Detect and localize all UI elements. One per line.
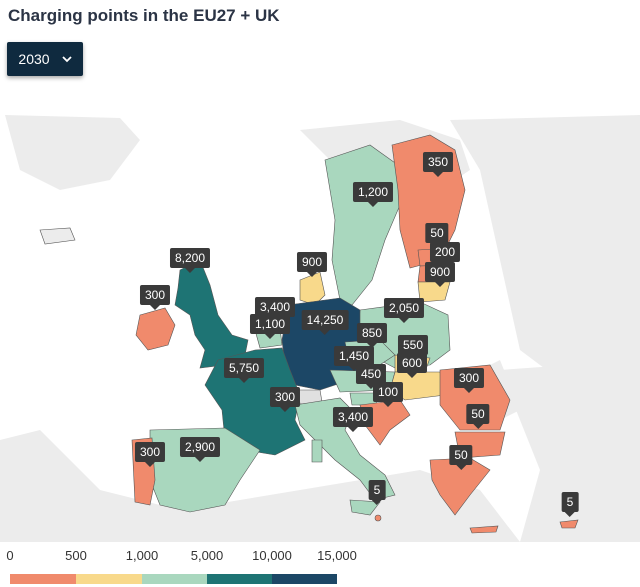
- label-romania: 300: [453, 368, 485, 393]
- label-greece: 50: [449, 445, 473, 470]
- label-belgium: 1,100: [249, 314, 291, 339]
- legend-swatch: [272, 574, 337, 584]
- label-croatia: 100: [372, 382, 404, 407]
- country-uk[interactable]: [174, 259, 249, 369]
- chevron-down-icon: [61, 56, 72, 63]
- label-austria: 1,450: [333, 346, 375, 371]
- legend-tick: 1,000: [125, 548, 159, 563]
- legend-swatch: [76, 574, 142, 584]
- label-denmark: 900: [296, 252, 328, 277]
- label-malta: 5: [368, 480, 386, 505]
- label-hungary: 600: [396, 353, 428, 378]
- year-select[interactable]: 2030: [7, 42, 83, 76]
- label-estonia: 50: [425, 223, 449, 248]
- legend-swatch: [10, 574, 76, 584]
- label-slovakia: 550: [397, 335, 429, 360]
- label-latvia: 200: [429, 242, 461, 267]
- label-germany: 14,250: [301, 310, 349, 335]
- legend-swatch: [142, 574, 207, 584]
- country-cyprus[interactable]: [559, 519, 579, 529]
- country-ireland[interactable]: [135, 307, 176, 351]
- legend-tick: 500: [65, 548, 87, 563]
- chart-title: Charging points in the EU27 + UK: [8, 6, 280, 25]
- legend-tick: 10,000: [252, 548, 292, 563]
- label-finland: 350: [422, 152, 454, 177]
- label-france: 5,750: [223, 358, 265, 383]
- label-uk: 8,200: [169, 248, 211, 273]
- non-eu-land: [0, 115, 640, 542]
- label-lithuania: 900: [424, 262, 456, 287]
- country-sweden[interactable]: [324, 144, 401, 306]
- country-greece[interactable]: [429, 457, 491, 516]
- year-select-value: 2030: [18, 51, 50, 67]
- label-sweden: 1,200: [352, 182, 394, 207]
- country-malta[interactable]: [374, 514, 382, 522]
- label-spain: 2,900: [179, 437, 221, 462]
- label-italy: 3,400: [332, 407, 374, 432]
- label-bulgaria: 50: [466, 404, 490, 429]
- legend-swatch: [207, 574, 272, 584]
- legend-tick: 5,000: [190, 548, 224, 563]
- label-poland: 2,050: [383, 298, 425, 323]
- region-crete: [469, 525, 499, 534]
- region-sardinia: [311, 439, 323, 463]
- legend-tick: 15,000: [317, 548, 357, 563]
- region-nonEU: [39, 227, 76, 245]
- label-czechia: 850: [356, 323, 388, 348]
- label-portugal: 300: [134, 442, 166, 467]
- label-switzerland: 300: [269, 387, 301, 412]
- label-cyprus: 5: [561, 492, 579, 517]
- label-slovenia: 450: [355, 364, 387, 389]
- label-ireland: 300: [139, 285, 171, 310]
- legend-tick: 0: [6, 548, 14, 563]
